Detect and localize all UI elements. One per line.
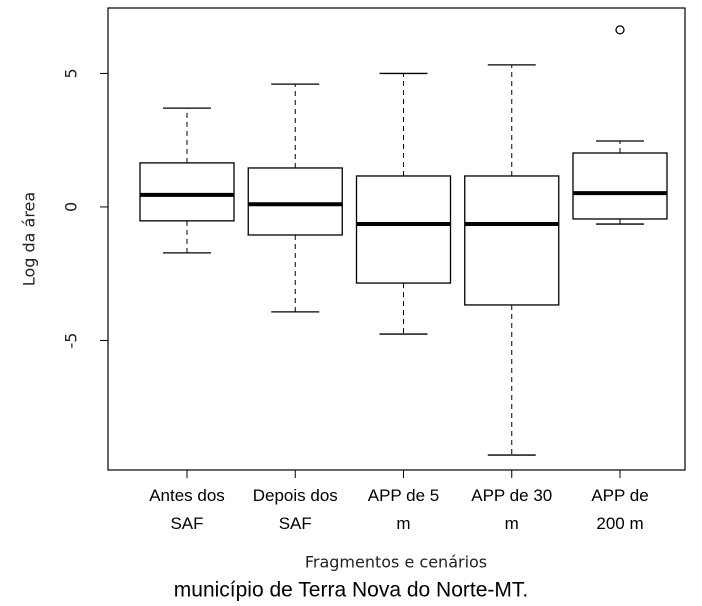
x-tick-label: APP de 30 m: [471, 486, 552, 533]
box: [355, 175, 452, 284]
x-tick-label-line: APP de: [591, 486, 648, 505]
y-tick-label: -5: [62, 333, 81, 349]
box-group: [139, 107, 235, 254]
x-tick-label-line: Antes dos: [149, 486, 225, 505]
x-tick-label-line: m: [396, 514, 410, 533]
box-group: [355, 72, 452, 335]
y-tick-label: 0: [62, 202, 81, 212]
plot-frame: [107, 7, 686, 471]
box-group: [572, 25, 668, 225]
x-tick-label: APP de 200 m: [591, 486, 648, 533]
caption: município de Terra Nova do Norte-MT.: [174, 579, 528, 602]
x-tick-label-line: APP de 5: [368, 486, 440, 505]
x-tick-label: Antes dos SAF: [149, 486, 225, 533]
outlier: [615, 25, 625, 35]
box: [572, 152, 668, 220]
x-tick-label-line: SAF: [279, 514, 312, 533]
x-tick-label-line: 200 m: [596, 514, 643, 533]
y-tick-label: 5: [62, 68, 81, 78]
x-tick-label-line: APP de 30: [471, 486, 552, 505]
box: [139, 162, 235, 222]
box-group: [247, 83, 343, 313]
x-tick-label: Depois dos SAF: [253, 486, 338, 533]
x-tick-label-line: m: [505, 514, 519, 533]
y-axis-label: Log da área: [20, 192, 39, 286]
x-axis-label: Fragmentos e cenários: [305, 553, 487, 572]
x-tick-label-line: SAF: [170, 514, 203, 533]
x-tick-label: APP de 5 m: [368, 486, 440, 533]
box: [247, 167, 343, 236]
box: [464, 175, 560, 306]
x-tick-label-line: Depois dos: [253, 486, 338, 505]
box-group: [464, 64, 560, 456]
